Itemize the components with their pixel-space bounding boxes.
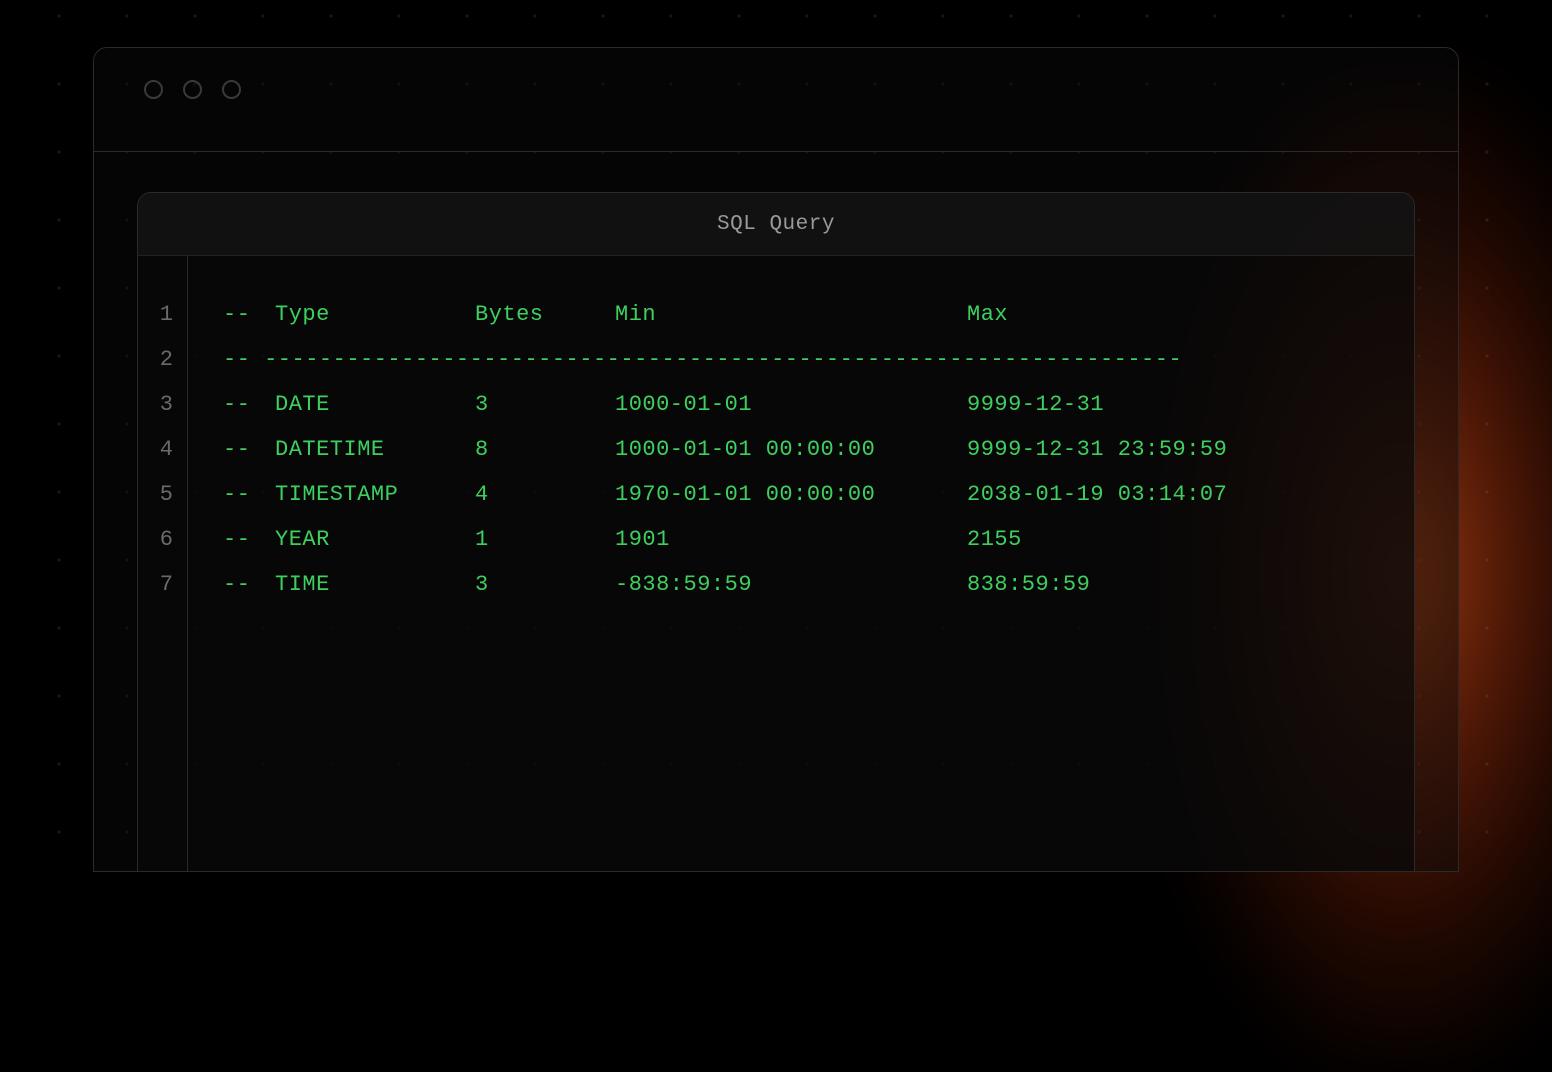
header-max: Max (967, 292, 1414, 337)
code-line-data: -- DATETIME 8 1000-01-01 00:00:00 9999-1… (223, 427, 1414, 472)
line-number: 2 (138, 337, 187, 382)
window-controls (94, 48, 1458, 99)
window-titlebar-divider (94, 151, 1458, 152)
cell-type: YEAR (275, 517, 475, 562)
cell-bytes: 1 (475, 517, 615, 562)
comment-prefix: -- (223, 562, 275, 607)
code-line-data: -- TIME 3 -838:59:59 838:59:59 (223, 562, 1414, 607)
cell-type: DATETIME (275, 427, 475, 472)
comment-prefix: -- (223, 472, 275, 517)
cell-max: 838:59:59 (967, 562, 1414, 607)
code-line-data: -- YEAR 1 1901 2155 (223, 517, 1414, 562)
comment-prefix: -- (223, 517, 275, 562)
comment-prefix: -- (223, 427, 275, 472)
header-bytes: Bytes (475, 292, 615, 337)
cell-bytes: 3 (475, 382, 615, 427)
code-line-separator: -- -------------------------------------… (223, 337, 1414, 382)
cell-min: 1000-01-01 00:00:00 (615, 427, 967, 472)
minimize-button[interactable] (183, 80, 202, 99)
cell-min: 1901 (615, 517, 967, 562)
cell-type: TIMESTAMP (275, 472, 475, 517)
comment-prefix: -- (223, 382, 275, 427)
cell-type: DATE (275, 382, 475, 427)
maximize-button[interactable] (222, 80, 241, 99)
cell-min: -838:59:59 (615, 562, 967, 607)
cell-max: 2038-01-19 03:14:07 (967, 472, 1414, 517)
line-number-gutter: 1 2 3 4 5 6 7 (138, 256, 188, 871)
cell-bytes: 8 (475, 427, 615, 472)
close-button[interactable] (144, 80, 163, 99)
panel-title: SQL Query (717, 213, 835, 236)
header-min: Min (615, 292, 967, 337)
header-type: Type (275, 292, 475, 337)
comment-prefix: -- (223, 292, 275, 337)
code-content: -- Type Bytes Min Max -- ---------------… (188, 256, 1414, 871)
panel-header: SQL Query (138, 193, 1414, 256)
cell-bytes: 4 (475, 472, 615, 517)
line-number: 3 (138, 382, 187, 427)
cell-min: 1000-01-01 (615, 382, 967, 427)
cell-min: 1970-01-01 00:00:00 (615, 472, 967, 517)
code-line-data: -- TIMESTAMP 4 1970-01-01 00:00:00 2038-… (223, 472, 1414, 517)
code-line-data: -- DATE 3 1000-01-01 9999-12-31 (223, 382, 1414, 427)
code-editor[interactable]: 1 2 3 4 5 6 7 -- Type Bytes Min Max -- -… (138, 256, 1414, 871)
line-number: 6 (138, 517, 187, 562)
line-number: 1 (138, 292, 187, 337)
cell-bytes: 3 (475, 562, 615, 607)
line-number: 7 (138, 562, 187, 607)
cell-type: TIME (275, 562, 475, 607)
sql-query-panel: SQL Query 1 2 3 4 5 6 7 -- Type Bytes Mi… (137, 192, 1415, 872)
code-line-header: -- Type Bytes Min Max (223, 292, 1414, 337)
cell-max: 9999-12-31 23:59:59 (967, 427, 1414, 472)
line-number: 4 (138, 427, 187, 472)
line-number: 5 (138, 472, 187, 517)
cell-max: 2155 (967, 517, 1414, 562)
cell-max: 9999-12-31 (967, 382, 1414, 427)
